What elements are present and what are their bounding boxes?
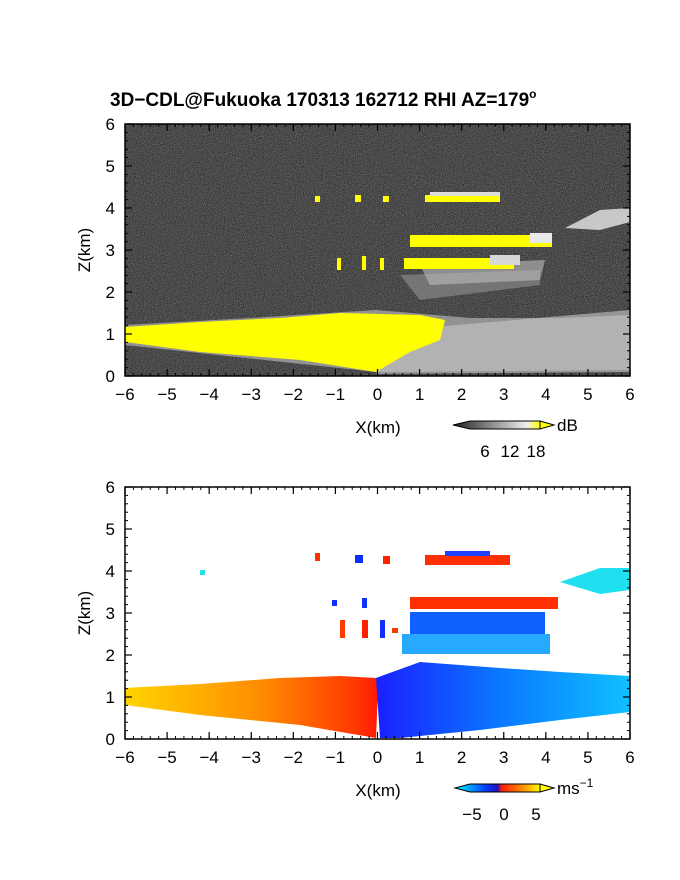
colorbar-tick: 12 [501,442,520,461]
velocity-layer-2700m [410,612,545,634]
upper-right-layer [565,208,630,230]
y-tick-label: 5 [106,520,115,539]
x-tick-label: 6 [625,748,634,767]
x-axis-label: X(km) [355,781,400,800]
colorbar-unit: ms−1 [557,776,594,798]
x-tick-label: 4 [541,385,550,404]
y-tick-label: 5 [106,157,115,176]
cloud-layer-4300m [425,195,500,202]
y-tick-label: 6 [106,115,115,134]
x-tick-label: −3 [242,748,261,767]
y-tick-label: 0 [106,367,115,386]
x-tick-label: −6 [115,748,134,767]
x-tick-label: 1 [415,385,424,404]
y-tick-label: 2 [106,283,115,302]
x-tick-label: −4 [199,385,218,404]
colorbar-tick: −5 [462,805,481,824]
colorbar-tick: 5 [531,805,540,824]
y-tick-label: 0 [106,730,115,749]
x-tick-label: 0 [373,748,382,767]
y-tick-label: 6 [106,478,115,497]
x-tick-label: −4 [199,748,218,767]
x-tick-label: −6 [115,385,134,404]
colorbar: dB 6 12 18 [452,416,578,461]
y-tick-label: 4 [106,199,115,218]
upper-right-velocity-layer [560,568,630,594]
y-tick-label: 4 [106,562,115,581]
y-axis: 0 1 2 3 4 5 6 [106,478,630,749]
colorbar-unit: dB [557,416,578,435]
colorbar: ms−1 −5 0 5 [453,776,594,824]
x-tick-label: −3 [242,385,261,404]
x-tick-label: 4 [541,748,550,767]
x-tick-label: −5 [157,748,176,767]
x-axis: −6 −5 −4 −3 −2 −1 0 1 2 3 4 5 6 [115,487,635,767]
x-tick-label: 5 [583,385,592,404]
x-tick-label: −5 [157,385,176,404]
negative-velocity-region [376,662,630,738]
x-tick-label: 6 [625,385,634,404]
colorbar-tick: 6 [480,442,489,461]
y-axis-label: Z(km) [75,591,94,635]
figure-title: 3D−CDL@Fukuoka 170313 162712 RHI AZ=179o [110,87,537,111]
strong-echo-boundary [125,313,445,372]
x-tick-label: 1 [415,748,424,767]
velocity-layer-4300m [425,555,510,565]
y-tick-label: 3 [106,604,115,623]
x-tick-label: −1 [326,385,345,404]
x-tick-label: −1 [326,748,345,767]
x-tick-label: 2 [457,385,466,404]
y-tick-label: 3 [106,241,115,260]
velocity-layer-3100m [410,597,558,609]
x-tick-label: 0 [373,385,382,404]
colorbar-tick: 18 [527,442,546,461]
y-tick-label: 1 [106,688,115,707]
x-tick-label: 3 [499,748,508,767]
y-tick-label: 1 [106,325,115,344]
cloud-layer-3100m [410,235,552,247]
x-axis: −6 −5 −4 −3 −2 −1 0 1 2 3 4 5 6 [115,124,635,404]
cloud-layer-2700m [404,258,514,269]
positive-velocity-region [125,676,378,738]
y-axis-label: Z(km) [75,228,94,272]
colorbar-tick: 0 [499,805,508,824]
x-tick-label: −2 [284,748,303,767]
y-tick-label: 2 [106,646,115,665]
x-tick-label: −2 [284,385,303,404]
y-axis: 0 1 2 3 4 5 6 [106,115,630,386]
x-axis-label: X(km) [355,418,400,437]
x-tick-label: 5 [583,748,592,767]
x-tick-label: 3 [499,385,508,404]
x-tick-label: 2 [457,748,466,767]
